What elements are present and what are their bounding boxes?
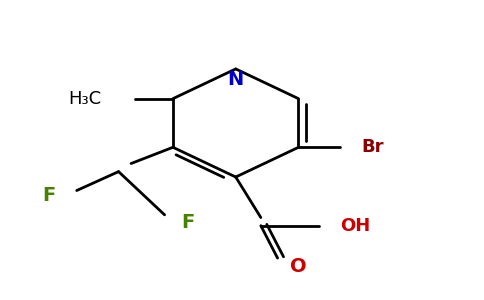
Text: OH: OH	[340, 217, 371, 235]
Text: F: F	[182, 214, 195, 232]
Text: H₃C: H₃C	[69, 90, 102, 108]
Text: N: N	[227, 70, 244, 89]
Text: O: O	[290, 257, 307, 276]
Text: F: F	[43, 186, 56, 206]
Text: Br: Br	[361, 138, 384, 156]
